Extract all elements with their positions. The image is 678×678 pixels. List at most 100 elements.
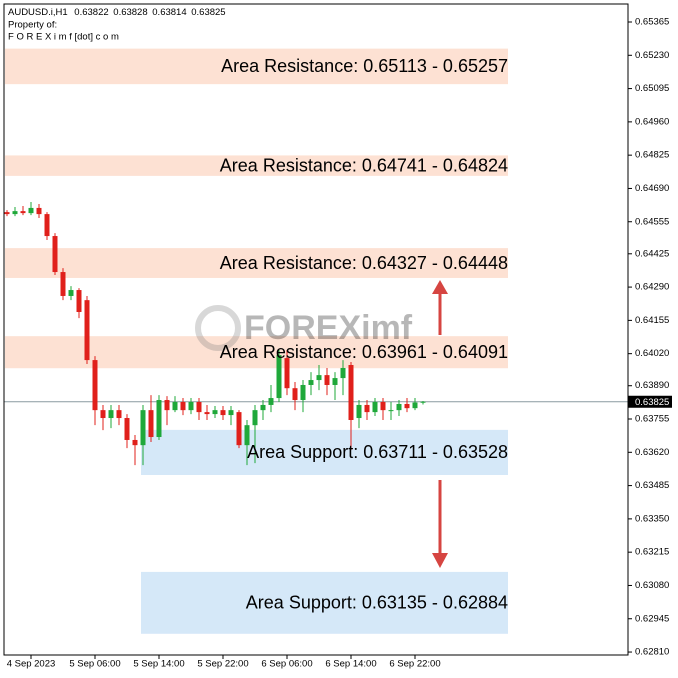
candle bbox=[148, 395, 154, 442]
open-value: 0.63822 bbox=[74, 7, 108, 18]
candle-body bbox=[44, 214, 50, 237]
candle-body bbox=[236, 412, 242, 446]
zone-label: Area Resistance: 0.65113 - 0.65257 bbox=[221, 56, 508, 76]
zone bbox=[141, 429, 508, 475]
candle-body bbox=[340, 367, 346, 379]
candle bbox=[356, 400, 362, 429]
candle bbox=[404, 398, 410, 413]
candle bbox=[108, 404, 114, 429]
candle-body bbox=[148, 410, 154, 438]
candle bbox=[92, 356, 98, 426]
candle bbox=[348, 362, 354, 451]
candle-body bbox=[388, 410, 394, 412]
arrow-head bbox=[432, 553, 448, 568]
high-value: 0.63828 bbox=[113, 7, 147, 18]
candle bbox=[4, 210, 10, 217]
y-axis: 0.65365 0.65230 0.65095 0.64960 0.64825 0.646… bbox=[7, 17, 672, 670]
y-tick-label: 0.63485 bbox=[635, 480, 669, 491]
candle bbox=[204, 404, 210, 420]
candle bbox=[236, 410, 242, 449]
candle bbox=[36, 203, 42, 219]
candle-body bbox=[36, 207, 42, 215]
candle-body bbox=[52, 236, 58, 273]
x-tick-label: 4 Sep 2023 bbox=[7, 659, 56, 670]
candle-body bbox=[420, 401, 426, 403]
candle bbox=[196, 398, 202, 420]
candle-body bbox=[396, 403, 402, 411]
y-tick-label: 0.64290 bbox=[635, 282, 669, 293]
zone-label: Area Resistance: 0.63961 - 0.64091 bbox=[220, 342, 508, 362]
plot-border bbox=[3, 3, 629, 656]
candle bbox=[308, 372, 314, 396]
candle-body bbox=[188, 401, 194, 411]
y-tick-label: 0.65230 bbox=[635, 50, 669, 61]
y-tick-label: 0.63350 bbox=[635, 513, 669, 524]
y-tick-label: 0.64155 bbox=[635, 315, 669, 326]
candle-body bbox=[140, 410, 146, 446]
candle-body bbox=[108, 410, 114, 419]
zone-label: Area Resistance: 0.64327 - 0.64448 bbox=[220, 253, 508, 273]
candle bbox=[132, 435, 138, 466]
candle bbox=[220, 405, 226, 420]
low-value: 0.63814 bbox=[152, 7, 186, 18]
candle-body bbox=[268, 398, 274, 405]
y-tick-label: 0.63755 bbox=[635, 414, 669, 425]
zone-label: Area Resistance: 0.64741 - 0.64824 bbox=[220, 155, 508, 175]
candle bbox=[60, 268, 66, 301]
plot bbox=[4, 202, 628, 466]
candle bbox=[12, 206, 18, 217]
y-tick-label: 0.64825 bbox=[635, 150, 669, 161]
zone-label: Area Support: 0.63135 - 0.62884 bbox=[246, 593, 508, 613]
candle bbox=[244, 419, 250, 466]
candle bbox=[292, 382, 298, 411]
zone bbox=[141, 571, 508, 634]
header-site: F O R E X i m f [dot] c o m bbox=[8, 32, 119, 43]
arrow-up bbox=[432, 280, 448, 335]
candle bbox=[84, 295, 90, 365]
candle-body bbox=[276, 355, 282, 399]
candle-body bbox=[316, 375, 322, 381]
candle-body bbox=[212, 410, 218, 415]
candle-body bbox=[20, 211, 26, 214]
candle-body bbox=[244, 425, 250, 446]
candle bbox=[388, 401, 394, 420]
y-tick-label: 0.63890 bbox=[635, 380, 669, 391]
zone bbox=[5, 155, 508, 176]
y-tick-label: 0.65365 bbox=[635, 17, 669, 28]
candle-body bbox=[228, 410, 234, 416]
candle-body bbox=[92, 360, 98, 411]
candle-body bbox=[156, 400, 162, 438]
candle bbox=[420, 401, 426, 405]
candle bbox=[188, 398, 194, 415]
candle-body bbox=[76, 290, 82, 312]
candle-body bbox=[308, 380, 314, 385]
candle-body bbox=[60, 272, 66, 296]
candle bbox=[124, 414, 130, 449]
candle bbox=[300, 380, 306, 413]
zone bbox=[5, 48, 508, 85]
watermark-logo bbox=[195, 305, 241, 351]
candle-body bbox=[404, 403, 410, 409]
candle-body bbox=[364, 404, 370, 413]
current-price-box bbox=[628, 395, 672, 408]
watermark-text: FOREXimf bbox=[244, 309, 413, 347]
candle-body bbox=[252, 410, 258, 426]
candle bbox=[284, 349, 290, 396]
candle bbox=[172, 396, 178, 413]
candle-body bbox=[204, 412, 210, 415]
y-tick-label: 0.63215 bbox=[635, 547, 669, 558]
y-tick-label: 0.64690 bbox=[635, 183, 669, 194]
candle bbox=[316, 365, 322, 391]
candle bbox=[52, 233, 58, 276]
candle-body bbox=[356, 404, 362, 419]
candle-body bbox=[68, 290, 74, 296]
candle bbox=[180, 398, 186, 416]
candle bbox=[228, 405, 234, 426]
candle bbox=[116, 404, 122, 426]
candle-body bbox=[4, 212, 10, 215]
candle bbox=[28, 202, 34, 216]
x-tick-label: 6 Sep 14:00 bbox=[325, 659, 376, 670]
y-tick-label: 0.63080 bbox=[635, 580, 669, 591]
candle bbox=[76, 288, 82, 319]
